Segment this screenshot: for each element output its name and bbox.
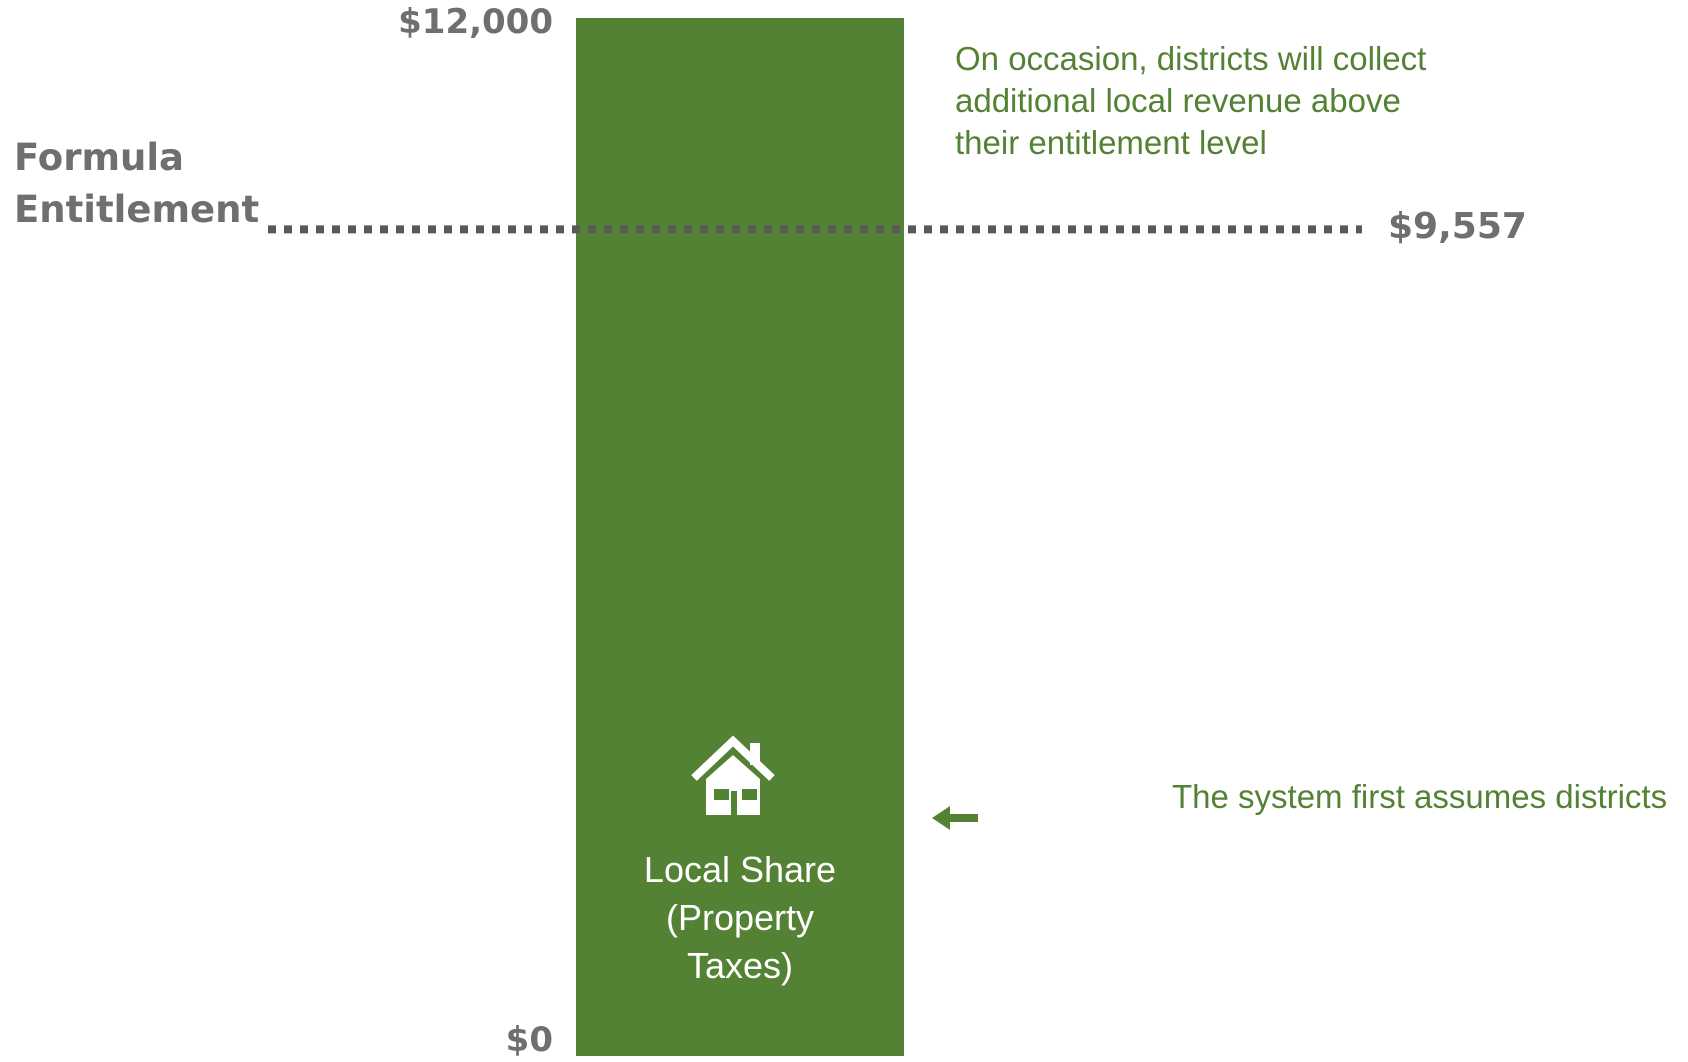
house-icon <box>691 735 775 815</box>
bar-label-line-1: Local Share <box>643 849 837 890</box>
y-tick-label-max: $12,000 <box>398 2 553 42</box>
annotation-line-2: additional local revenue above <box>955 82 1401 119</box>
reference-line-value: $9,557 <box>1388 206 1527 248</box>
annotation-line-1: On occasion, districts will collect <box>955 40 1427 77</box>
annotation-above-entitlement: On occasion, districts will collect addi… <box>955 38 1515 164</box>
bar-local-share: Local Share (Property Taxes) <box>576 18 904 1056</box>
annotation-local-share: The system first assumes districts <box>1172 778 1668 815</box>
reference-label-line-2: Entitlement <box>14 188 260 231</box>
reference-line-label: Formula Entitlement <box>14 132 259 236</box>
y-tick-label-min: $0 <box>505 1020 553 1060</box>
bar-label-line-3: Taxes) <box>686 945 794 986</box>
annotation-line-3: their entitlement level <box>955 124 1267 161</box>
arrow-left-icon <box>932 806 978 830</box>
reference-label-line-1: Formula <box>14 136 184 179</box>
bar-segment-label: Local Share (Property Taxes) <box>576 846 904 990</box>
bar-label-line-2: (Property <box>665 897 815 938</box>
